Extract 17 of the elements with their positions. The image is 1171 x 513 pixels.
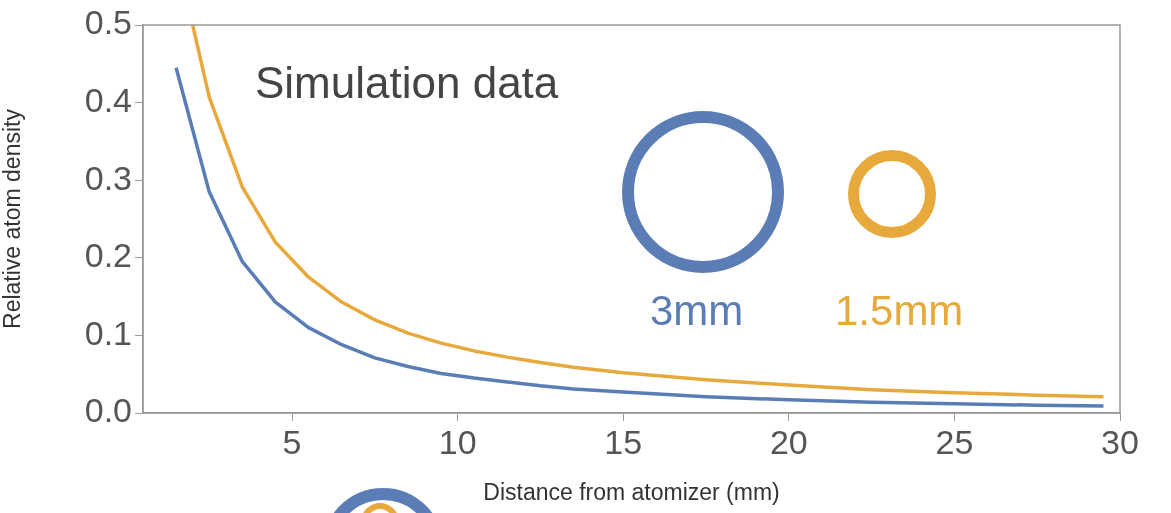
annotation: 3mm	[650, 287, 744, 335]
y-tick-label: 0.5	[84, 3, 132, 42]
y-tick-label: 0.4	[84, 80, 132, 119]
y-tick-label: 0.1	[84, 313, 132, 352]
x-tick-label: 25	[935, 422, 974, 461]
annotation: 1.5mm	[835, 287, 964, 335]
y-tick-label: 0.3	[84, 158, 132, 197]
x-tick-label: 10	[438, 422, 477, 461]
x-tick-label: 15	[604, 422, 643, 461]
x-tick-label: 5	[282, 422, 302, 461]
x-axis-title: Distance from atomizer (mm)	[483, 478, 780, 505]
x-tick-label: 20	[769, 422, 808, 461]
y-axis-title: Relative atom density	[0, 108, 26, 329]
annotation: Simulation data	[255, 58, 559, 108]
y-tick-label: 0.0	[84, 391, 132, 430]
y-tick-label: 0.2	[84, 236, 132, 275]
x-tick-label: 30	[1101, 422, 1139, 461]
